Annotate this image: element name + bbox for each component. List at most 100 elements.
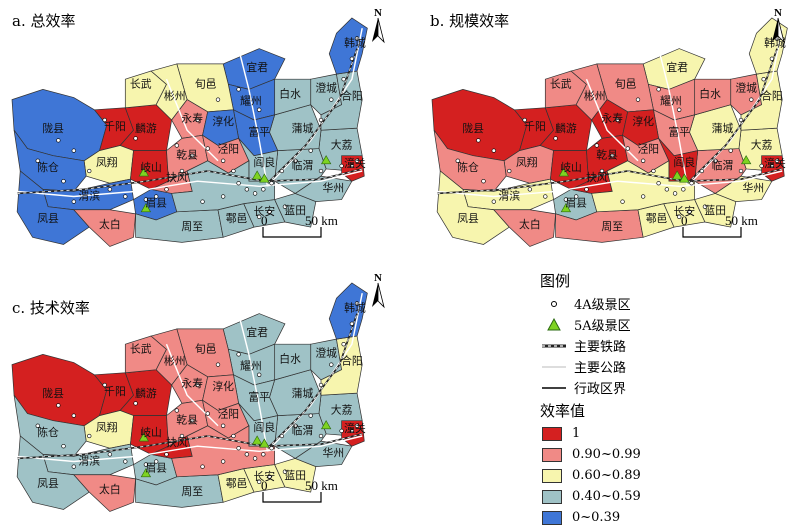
region-label: 陇县 [42,387,64,400]
region-label: 潼关 [344,157,366,170]
railway-dash [687,48,778,184]
scenic-5a-triangle [138,432,150,442]
scenic-4a-point [133,401,138,406]
scenic-4a-point [713,158,718,163]
region-label: 蓝田 [284,204,306,217]
scale-zero: 0 [681,213,688,228]
scenic-4a-point [677,214,682,220]
scenic-4a-point [339,163,344,169]
scenic-5a-triangle [740,155,752,165]
region-label: 临渭 [292,159,314,172]
legend-item-label: 行政区界 [574,382,627,397]
scenic-4a-point [215,362,221,367]
scenic-4a-point [220,423,226,428]
scenic-4a-point [318,382,324,388]
scenic-4a-point [174,143,179,148]
scenic-4a-point [640,158,646,163]
region-label: 乾县 [596,149,618,162]
scenic-4a-point [507,168,512,174]
scenic-4a-point [269,181,274,186]
scenic-4a-point [195,382,200,388]
scenic-4a-point [257,214,262,220]
region-label: 千阳 [104,385,126,398]
scenic-4a-point [257,479,262,485]
legend-class: 0.40~0.59 [540,486,790,507]
region-label: 旬邑 [195,342,217,355]
region-label: 眉县 [145,197,167,210]
scenic-5a-triangle [671,170,683,180]
region-label: 潼关 [764,157,786,170]
legend-swatch [542,510,562,525]
highway-line-icon [542,366,566,367]
highway-line [237,48,269,187]
region-label: 凤翔 [96,156,118,169]
region-蓝田 [274,193,317,228]
legend-class-label: 0.90~0.99 [572,447,641,462]
region-label: 合阳 [761,90,783,103]
scenic-4a-point [329,97,334,102]
scenic-4a-point [123,459,128,464]
scenic-4a-point [143,462,149,467]
region-label: 彬州 [584,90,606,103]
scenic-4a-point [681,187,686,192]
scenic-4a-point [574,194,579,199]
legend-item-label: 主要公路 [574,361,627,376]
region-label: 长武 [130,77,152,90]
region-label: 乾县 [176,414,198,427]
scenic-4a-point [200,464,205,469]
region-label: 渭滨 [78,190,100,203]
region-label: 白水 [699,88,721,101]
region-label: 乾县 [176,149,198,162]
map-panel-scale-efficiency: b. 规模效率 [420,0,800,262]
region-label: 白水 [279,353,301,366]
scenic-4a-point [329,362,334,367]
region-label: 临渭 [712,159,734,172]
region-韩城 [328,282,368,340]
region-label: 渭滨 [498,190,520,203]
panel-title: b. 规模效率 [430,12,510,30]
scenic-4a-point [35,423,40,428]
legend-swatch [542,468,562,483]
region-label: 宜君 [246,326,268,339]
scenic-4a-point [702,204,708,209]
scenic-4a-point [102,117,107,123]
scenic-4a-point [738,168,744,174]
legend-item: 主要铁路 [540,335,790,356]
panel-title: a. 总效率 [12,12,76,30]
scenic-4a-point [87,433,92,439]
region-label: 蒲城 [712,122,734,135]
region-label: 扶风 [166,436,188,449]
scenic-4a-point [455,158,460,163]
scenic-4a-point [279,168,285,174]
region-太白 [73,474,136,512]
scenic-4a-point [664,187,670,192]
scenic-4a-point [308,413,313,418]
scenic-4a-point [61,444,66,449]
region-label: 蒲城 [292,122,314,135]
scenic-5a-triangle [558,167,570,177]
scenic-4a-point [71,148,76,153]
region-label: 淳化 [632,115,654,128]
scenic-4a-point [164,187,169,192]
legend-class-label: 0.60~0.89 [572,468,641,483]
scenic-4a-point [594,143,599,148]
scenic-4a-point [339,428,344,434]
region-label: 淳化 [212,115,234,128]
legend-item: 5A级景区 [540,314,790,335]
legend-class: 1 [540,423,790,444]
scenic-4a-point [87,168,92,174]
region-label: 韩城 [344,302,366,315]
region-label: 扶风 [586,171,608,184]
scenic-4a-point [279,433,285,439]
region-label: 太白 [99,218,121,231]
region-label: 周至 [181,220,203,233]
region-label: 陈仓 [37,161,59,174]
region-label: 耀州 [240,95,262,108]
railway-dash [437,168,783,194]
scale-bar: 0 50 km [261,478,338,503]
railway-dash [17,168,363,194]
region-label: 周至 [181,485,203,498]
scenic-4a-point [543,194,548,199]
scenic-4a-point [61,179,66,184]
